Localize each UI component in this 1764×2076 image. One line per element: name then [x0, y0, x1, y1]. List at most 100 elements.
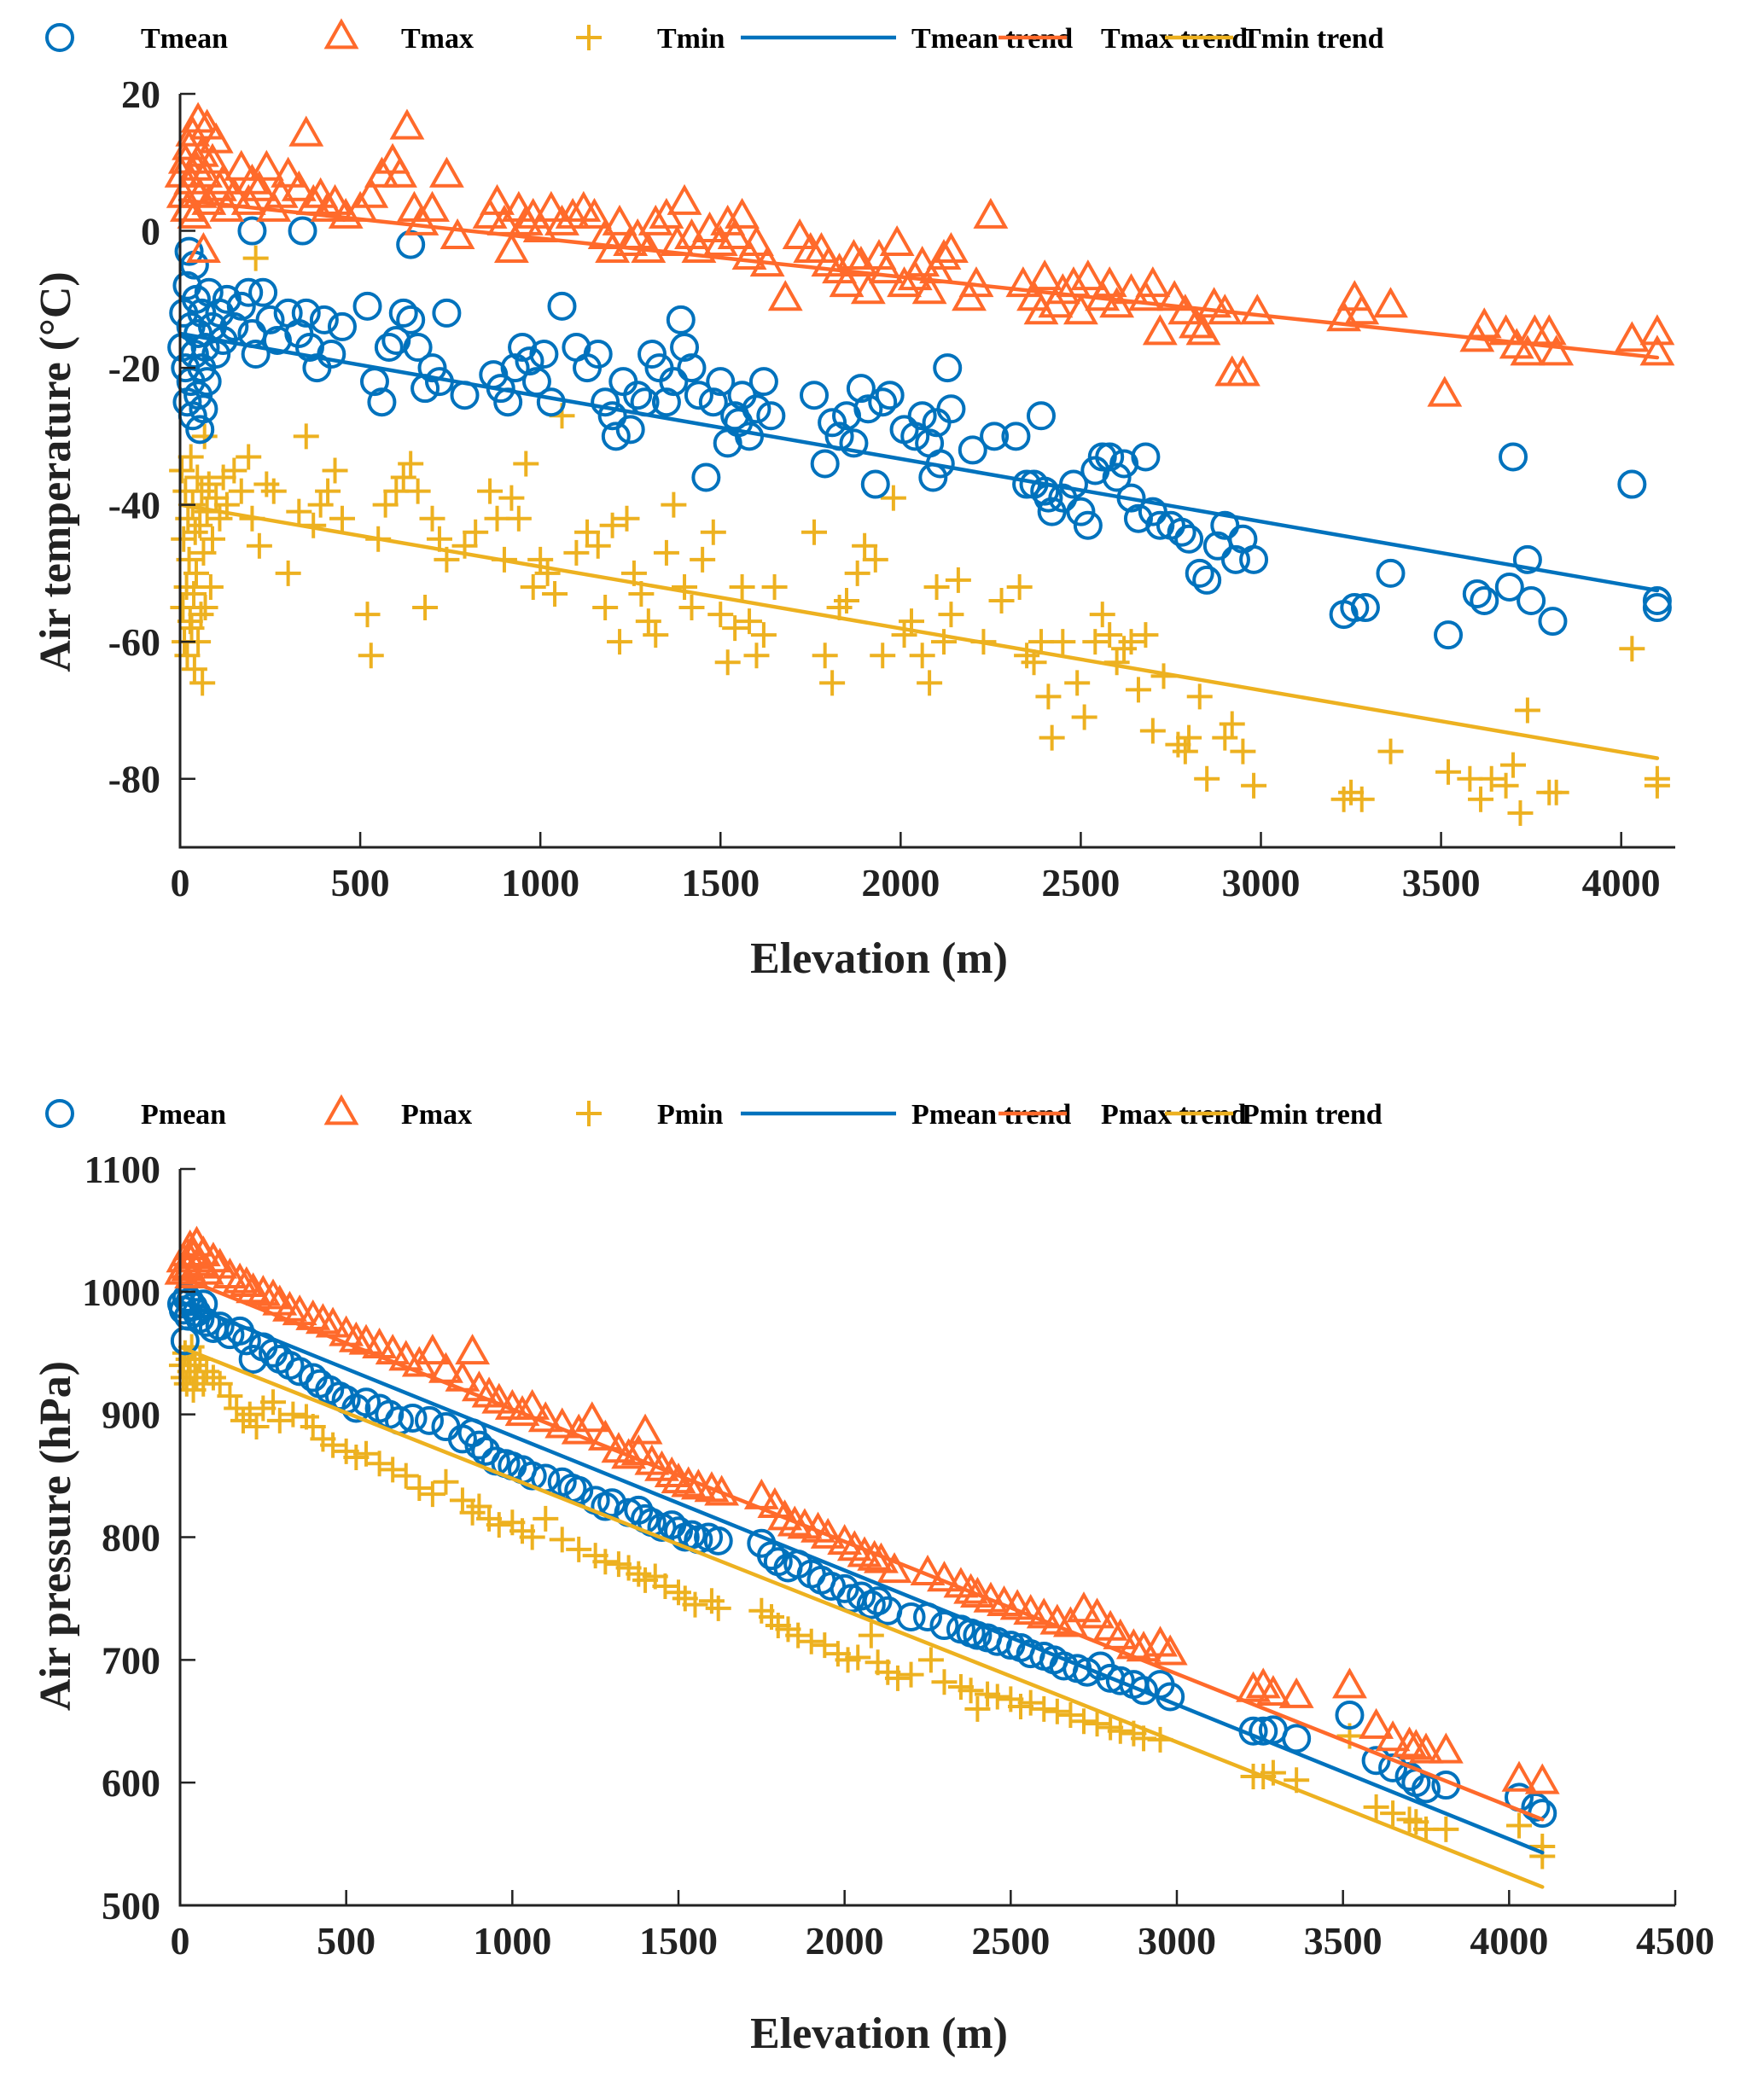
- tmean-point: [432, 298, 462, 328]
- tmin-point: [286, 498, 312, 525]
- pmax-point: [574, 1401, 610, 1433]
- tmax-point: [926, 238, 962, 270]
- tmax-point: [281, 170, 317, 201]
- pmin-point: [845, 1644, 871, 1671]
- tmean-point: [591, 387, 620, 417]
- tmax-point: [328, 197, 364, 229]
- tmean-point: [192, 367, 222, 397]
- pmax-point: [527, 1401, 563, 1433]
- pmin-point: [217, 1383, 243, 1410]
- tmax-point: [389, 108, 425, 140]
- tmin-point: [585, 532, 611, 559]
- pmin-point: [1529, 1843, 1556, 1870]
- tmin-point: [1028, 629, 1054, 655]
- tmin-point: [653, 539, 679, 566]
- pmin-point: [682, 1591, 708, 1618]
- tmean-point: [1192, 565, 1222, 595]
- tmax-point: [288, 115, 324, 147]
- pmax-point: [757, 1486, 793, 1518]
- tmax-point: [1510, 334, 1546, 366]
- tmin-point: [812, 643, 838, 669]
- pmin-point: [459, 1499, 486, 1526]
- tmin-point: [169, 457, 195, 484]
- tmin-point: [293, 423, 319, 450]
- tmin-point: [678, 595, 705, 621]
- tmin-point: [844, 560, 870, 586]
- pmean-point: [1412, 1774, 1441, 1804]
- tmin-point: [390, 464, 416, 491]
- tmean-point: [226, 291, 256, 321]
- tmean-point: [623, 381, 653, 410]
- tmean-point: [670, 333, 700, 363]
- axis-lines: [178, 94, 1675, 849]
- tmean-point: [1066, 497, 1096, 526]
- tmean-point: [666, 305, 696, 334]
- pmin-point: [884, 1665, 911, 1691]
- tmean-point: [1138, 497, 1167, 526]
- y-tick-label: 20: [121, 73, 160, 116]
- tmax-point: [1639, 334, 1675, 366]
- tmin-point: [1457, 765, 1483, 792]
- tmin-point: [1139, 718, 1166, 744]
- tmin-point: [405, 478, 431, 504]
- tmin-point: [329, 505, 355, 532]
- y-tick-label: 700: [102, 1638, 160, 1682]
- legend-label-pmin: Pmin: [657, 1099, 724, 1131]
- pmean-point: [863, 1586, 893, 1616]
- tmean-point: [500, 353, 530, 383]
- tmax-point: [1167, 294, 1203, 325]
- tmax-point: [577, 197, 612, 229]
- x-tick-label: 2000: [806, 1919, 884, 1963]
- pmin-point: [393, 1463, 419, 1489]
- tmin-point: [1493, 772, 1519, 799]
- pressure-trend-lines: [178, 1275, 1545, 1889]
- tmax-point: [186, 231, 221, 264]
- pmean-point: [1249, 1716, 1278, 1746]
- tmin-point: [862, 546, 888, 573]
- tmean-point: [396, 305, 426, 334]
- tmin-point: [1097, 622, 1123, 648]
- tmean-point: [860, 469, 890, 499]
- tmean-point: [1642, 593, 1672, 623]
- legend-label-pmin-trend: Pmin trend: [1242, 1099, 1383, 1131]
- pmin-point: [1070, 1708, 1097, 1735]
- pmean-point: [1361, 1746, 1391, 1776]
- x-tick-label: 500: [317, 1919, 376, 1963]
- tmean-point: [536, 387, 566, 417]
- y-tick-label: 500: [102, 1884, 160, 1928]
- tmean-point: [839, 428, 869, 458]
- tmin-point: [189, 670, 216, 696]
- tmin-point: [228, 478, 254, 504]
- tmin-point: [1619, 636, 1645, 662]
- tmin-point: [819, 670, 846, 696]
- tmean-point: [742, 394, 771, 424]
- pressure-scatter-marks: [164, 1225, 1560, 1870]
- tmean-point: [583, 340, 613, 369]
- pmean-point: [1335, 1701, 1365, 1730]
- tmin-point: [1111, 636, 1138, 662]
- tmean-point: [317, 340, 346, 369]
- tmin-point: [187, 512, 213, 538]
- tmean-point: [1131, 442, 1161, 472]
- tmin-point: [1212, 724, 1238, 751]
- x-tick-label: 1500: [681, 861, 760, 904]
- pmax-point: [1080, 1597, 1115, 1629]
- tmin-point: [736, 608, 763, 635]
- pmean-point: [677, 1520, 707, 1550]
- tmin-point: [1050, 629, 1076, 655]
- pmin-point: [230, 1407, 256, 1433]
- tmean-point: [659, 367, 689, 397]
- pmin-point: [1031, 1695, 1057, 1722]
- axis-lines: [178, 1169, 1675, 1907]
- tmin-point: [1035, 683, 1062, 710]
- pmax-point: [1428, 1732, 1464, 1764]
- tmin-point: [1089, 602, 1115, 628]
- pmax-point: [236, 1272, 271, 1304]
- tmean-point: [756, 401, 786, 431]
- tmean-point: [1617, 469, 1647, 499]
- tmean-point: [936, 394, 966, 424]
- tmean-point: [1102, 462, 1132, 492]
- tmin-point: [178, 444, 204, 470]
- x-tick-label: 2500: [1041, 861, 1120, 904]
- pmin-point: [652, 1573, 678, 1600]
